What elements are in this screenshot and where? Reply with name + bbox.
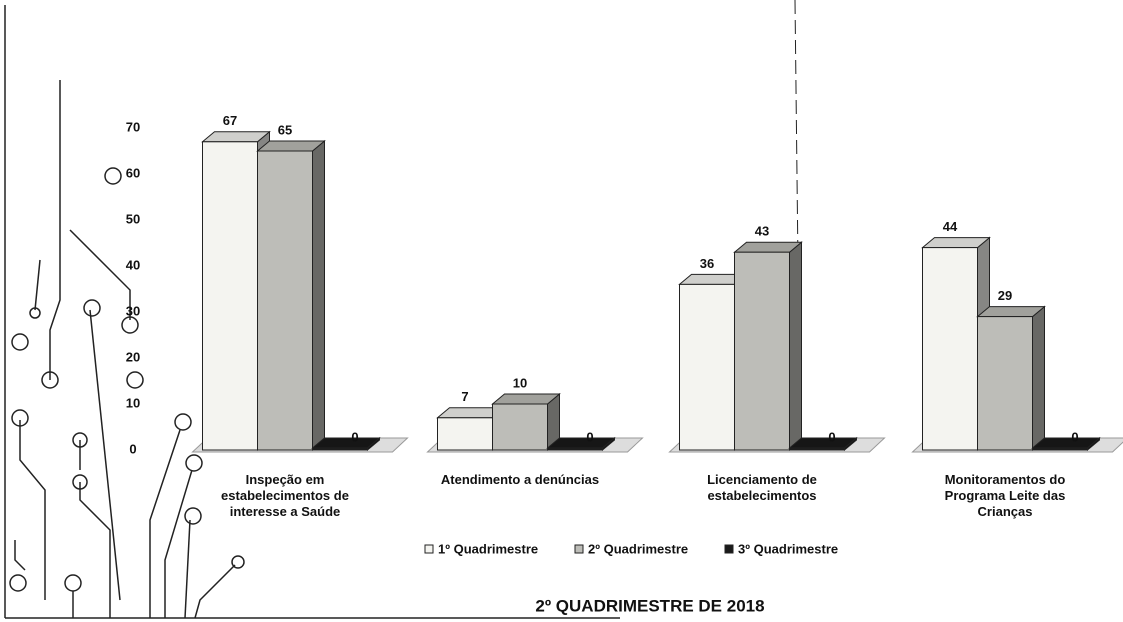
value-label: 36 (700, 256, 714, 271)
x-tick-label: Atendimento a denúncias (440, 472, 600, 487)
value-label: 0 (1071, 429, 1078, 444)
bar-front (922, 247, 978, 451)
legend-label: 3º Quadrimestre (738, 541, 838, 556)
legend-label: 1º Quadrimestre (438, 541, 538, 556)
value-label: 67 (223, 113, 237, 128)
bar-top (491, 393, 561, 405)
legend-swatch (724, 544, 734, 554)
y-tick-label: 70 (126, 119, 140, 134)
bar-front (1032, 447, 1088, 451)
x-tick-label: Monitoramentos do Programa Leite das Cri… (944, 472, 1066, 519)
y-tick-label: 20 (126, 349, 140, 364)
bar (1031, 436, 1101, 452)
legend-swatch (424, 544, 434, 554)
bar-top (201, 131, 271, 143)
bar (788, 436, 858, 452)
bar-front (437, 417, 493, 451)
bar-front (789, 447, 845, 451)
y-tick-label: 50 (126, 211, 140, 226)
bar-front (679, 283, 735, 451)
value-label: 44 (943, 219, 958, 234)
bar (976, 305, 1046, 452)
value-label: 0 (351, 429, 358, 444)
decoration (4, 0, 801, 619)
bar-front (257, 150, 313, 451)
bar-top (256, 140, 326, 152)
value-label: 29 (998, 288, 1012, 303)
value-label: 65 (278, 122, 292, 137)
value-label: 7 (461, 389, 468, 404)
bar (733, 241, 803, 452)
bar-top (921, 237, 991, 249)
bar-top (1031, 437, 1101, 449)
x-tick-label: Licenciamento de estabelecimentos (707, 472, 817, 503)
value-label: 43 (755, 224, 769, 239)
bar-front (547, 447, 603, 451)
bar-front (202, 141, 258, 451)
y-tick-label: 40 (126, 257, 140, 272)
bar (491, 392, 561, 452)
bar (921, 236, 991, 452)
value-label: 10 (513, 375, 527, 390)
y-tick-label: 60 (126, 165, 140, 180)
bar-front (492, 403, 548, 451)
value-label: 0 (828, 429, 835, 444)
bar (256, 139, 326, 452)
y-tick-label: 30 (126, 303, 140, 318)
bar-front (312, 447, 368, 451)
bar-top (788, 437, 858, 449)
bar-top (546, 437, 616, 449)
value-label: 0 (586, 429, 593, 444)
legend-swatch (574, 544, 584, 554)
bar-front (977, 316, 1033, 451)
bar-top (311, 437, 381, 449)
bar-side (312, 139, 325, 452)
bar (311, 436, 381, 452)
bar-side (789, 241, 802, 452)
bar-front (734, 251, 790, 451)
chart-title: 2º QUADRIMESTRE DE 2018 (535, 596, 764, 615)
y-tick-label: 0 (129, 441, 136, 456)
bar-side (1032, 305, 1045, 452)
bar (546, 436, 616, 452)
x-tick-label: Inspeção em estabelecimentos de interess… (221, 472, 349, 519)
bar-top (733, 241, 803, 253)
y-tick-label: 10 (126, 395, 140, 410)
legend-label: 2º Quadrimestre (588, 541, 688, 556)
bar-top (976, 306, 1046, 318)
